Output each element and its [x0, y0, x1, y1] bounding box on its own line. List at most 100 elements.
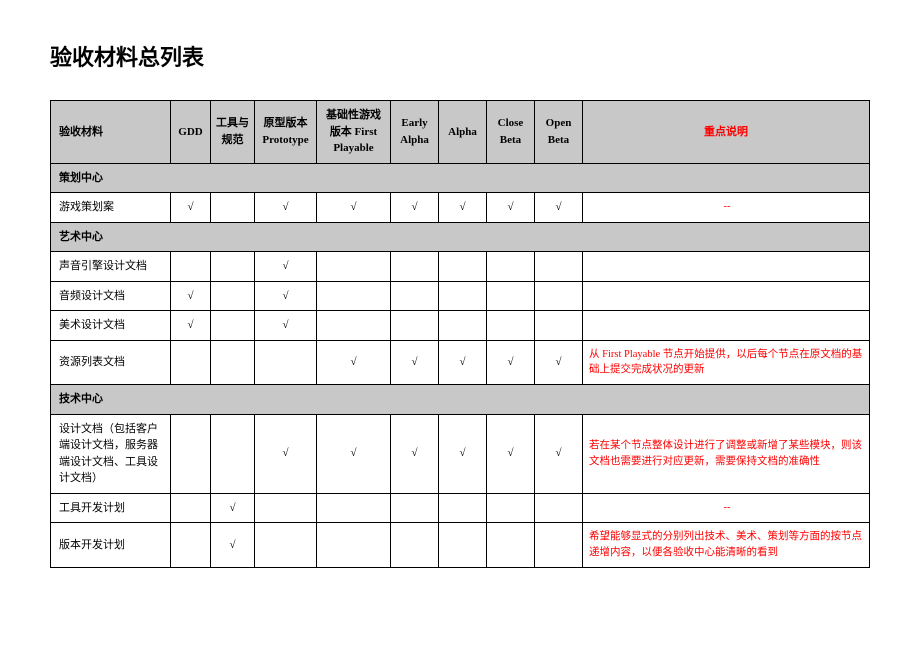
check-cell	[211, 311, 255, 341]
check-cell	[171, 493, 211, 523]
check-cell	[487, 493, 535, 523]
check-cell	[391, 281, 439, 311]
table-body: 策划中心游戏策划案√√√√√√√--艺术中心声音引擎设计文档√音频设计文档√√美…	[51, 163, 870, 567]
note-cell: 若在某个节点整体设计进行了调整或新增了某些模块，则该文档也需要进行对应更新，需要…	[583, 414, 870, 493]
check-cell	[317, 493, 391, 523]
material-name: 美术设计文档	[51, 311, 171, 341]
check-cell	[391, 523, 439, 568]
table-row: 游戏策划案√√√√√√√--	[51, 193, 870, 223]
check-cell: √	[535, 414, 583, 493]
note-cell: 希望能够显式的分别列出技术、美术、策划等方面的按节点递增内容，以便各验收中心能清…	[583, 523, 870, 568]
note-cell: 从 First Playable 节点开始提供，以后每个节点在原文档的基础上提交…	[583, 340, 870, 385]
acceptance-materials-table: 验收材料 GDD 工具与规范 原型版本Prototype 基础性游戏版本 Fir…	[50, 100, 870, 568]
check-cell	[487, 523, 535, 568]
table-header-row: 验收材料 GDD 工具与规范 原型版本Prototype 基础性游戏版本 Fir…	[51, 101, 870, 164]
check-cell	[211, 340, 255, 385]
check-cell	[487, 311, 535, 341]
col-gdd: GDD	[171, 101, 211, 164]
check-cell: √	[439, 340, 487, 385]
section-row: 策划中心	[51, 163, 870, 193]
table-row: 设计文档（包括客户端设计文档，服务器端设计文档、工具设计文档）√√√√√√若在某…	[51, 414, 870, 493]
check-cell: √	[439, 193, 487, 223]
check-cell: √	[211, 523, 255, 568]
check-cell: √	[255, 252, 317, 282]
note-cell	[583, 252, 870, 282]
material-name: 版本开发计划	[51, 523, 171, 568]
check-cell	[439, 311, 487, 341]
check-cell	[171, 252, 211, 282]
check-cell	[391, 493, 439, 523]
check-cell: √	[391, 414, 439, 493]
note-cell	[583, 311, 870, 341]
check-cell: √	[255, 193, 317, 223]
note-cell: --	[583, 193, 870, 223]
check-cell: √	[317, 414, 391, 493]
material-name: 声音引擎设计文档	[51, 252, 171, 282]
material-name: 音频设计文档	[51, 281, 171, 311]
check-cell: √	[391, 193, 439, 223]
table-row: 美术设计文档√√	[51, 311, 870, 341]
check-cell	[439, 523, 487, 568]
col-prototype: 原型版本Prototype	[255, 101, 317, 164]
check-cell	[439, 493, 487, 523]
table-row: 工具开发计划 √ --	[51, 493, 870, 523]
check-cell	[211, 193, 255, 223]
check-cell	[535, 493, 583, 523]
check-cell	[391, 252, 439, 282]
check-cell: √	[255, 311, 317, 341]
check-cell: √	[317, 340, 391, 385]
check-cell	[171, 523, 211, 568]
check-cell	[439, 281, 487, 311]
check-cell	[255, 340, 317, 385]
check-cell	[211, 414, 255, 493]
col-open-beta: Open Beta	[535, 101, 583, 164]
check-cell	[487, 252, 535, 282]
check-cell	[171, 414, 211, 493]
check-cell: √	[171, 311, 211, 341]
page-title: 验收材料总列表	[50, 40, 870, 72]
check-cell	[535, 523, 583, 568]
check-cell: √	[439, 414, 487, 493]
section-name: 策划中心	[51, 163, 870, 193]
check-cell	[535, 252, 583, 282]
check-cell: √	[211, 493, 255, 523]
check-cell	[535, 281, 583, 311]
col-first-playable: 基础性游戏版本 First Playable	[317, 101, 391, 164]
section-name: 艺术中心	[51, 222, 870, 252]
check-cell	[317, 311, 391, 341]
check-cell: √	[487, 193, 535, 223]
check-cell	[487, 281, 535, 311]
material-name: 工具开发计划	[51, 493, 171, 523]
col-material: 验收材料	[51, 101, 171, 164]
check-cell	[171, 340, 211, 385]
check-cell: √	[171, 281, 211, 311]
check-cell: √	[535, 340, 583, 385]
col-alpha: Alpha	[439, 101, 487, 164]
check-cell	[535, 311, 583, 341]
col-note: 重点说明	[583, 101, 870, 164]
check-cell	[317, 252, 391, 282]
material-name: 资源列表文档	[51, 340, 171, 385]
check-cell	[317, 523, 391, 568]
section-name: 技术中心	[51, 385, 870, 415]
material-name: 设计文档（包括客户端设计文档，服务器端设计文档、工具设计文档）	[51, 414, 171, 493]
table-row: 资源列表文档√√√√√从 First Playable 节点开始提供，以后每个节…	[51, 340, 870, 385]
check-cell: √	[171, 193, 211, 223]
check-cell: √	[535, 193, 583, 223]
section-row: 技术中心	[51, 385, 870, 415]
col-tools: 工具与规范	[211, 101, 255, 164]
table-row: 声音引擎设计文档 √	[51, 252, 870, 282]
check-cell	[255, 523, 317, 568]
check-cell: √	[255, 414, 317, 493]
check-cell	[211, 252, 255, 282]
note-cell: --	[583, 493, 870, 523]
check-cell	[439, 252, 487, 282]
note-cell	[583, 281, 870, 311]
check-cell	[317, 281, 391, 311]
check-cell: √	[255, 281, 317, 311]
check-cell: √	[317, 193, 391, 223]
col-early-alpha: Early Alpha	[391, 101, 439, 164]
table-row: 版本开发计划 √ 希望能够显式的分别列出技术、美术、策划等方面的按节点递增内容，以便…	[51, 523, 870, 568]
section-row: 艺术中心	[51, 222, 870, 252]
check-cell: √	[487, 340, 535, 385]
